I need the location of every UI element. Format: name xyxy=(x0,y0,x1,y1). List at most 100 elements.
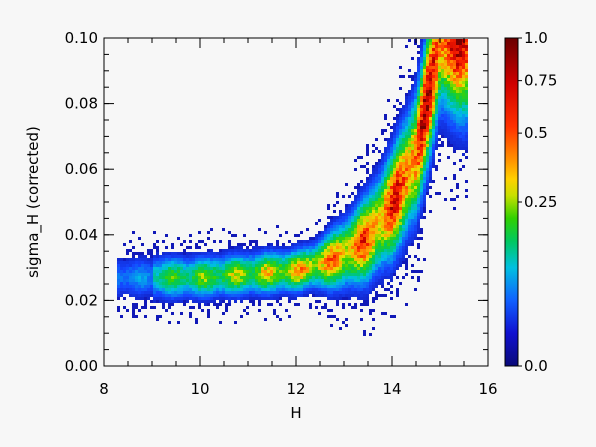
density-cell xyxy=(381,183,384,186)
density-cell xyxy=(435,51,438,54)
density-cell xyxy=(165,264,168,267)
density-cell xyxy=(396,294,399,297)
density-cell xyxy=(222,267,225,270)
density-cell xyxy=(336,225,339,228)
density-cell xyxy=(240,300,243,303)
density-cell xyxy=(363,249,366,252)
density-cell xyxy=(441,66,444,69)
density-cell xyxy=(345,222,348,225)
density-cell xyxy=(378,228,381,231)
density-cell xyxy=(384,240,387,243)
density-cell xyxy=(255,297,258,300)
density-cell xyxy=(342,195,345,198)
density-cell xyxy=(309,243,312,246)
density-cell xyxy=(207,270,210,273)
density-cell xyxy=(237,243,240,246)
density-cell xyxy=(417,231,420,234)
density-cell xyxy=(384,183,387,186)
density-cell xyxy=(321,246,324,249)
density-cell xyxy=(402,177,405,180)
density-cell xyxy=(384,186,387,189)
density-cell xyxy=(264,252,267,255)
density-cell xyxy=(210,291,213,294)
density-cell xyxy=(243,234,246,237)
density-cell xyxy=(288,246,291,249)
density-cell xyxy=(414,198,417,201)
density-cell xyxy=(342,297,345,300)
density-cell xyxy=(204,294,207,297)
density-cell xyxy=(240,279,243,282)
density-cell xyxy=(363,258,366,261)
density-cell xyxy=(177,237,180,240)
density-cell xyxy=(192,294,195,297)
density-cell xyxy=(408,204,411,207)
density-cell xyxy=(465,75,468,78)
density-cell xyxy=(435,192,438,195)
density-cell xyxy=(423,51,426,54)
density-cell xyxy=(399,246,402,249)
density-cell xyxy=(303,249,306,252)
density-cell xyxy=(405,123,408,126)
density-cell xyxy=(387,156,390,159)
density-cell xyxy=(207,237,210,240)
density-cell xyxy=(417,138,420,141)
density-cell xyxy=(396,261,399,264)
density-cell xyxy=(393,267,396,270)
density-cell xyxy=(264,288,267,291)
density-cell xyxy=(456,51,459,54)
density-cell xyxy=(378,276,381,279)
density-cell xyxy=(372,219,375,222)
density-cell xyxy=(213,300,216,303)
density-cell xyxy=(243,264,246,267)
density-cell xyxy=(387,180,390,183)
density-cell xyxy=(336,237,339,240)
density-cell xyxy=(270,276,273,279)
density-cell xyxy=(375,192,378,195)
density-cell xyxy=(447,39,450,42)
density-cell xyxy=(267,246,270,249)
density-cell xyxy=(363,291,366,294)
density-cell xyxy=(351,294,354,297)
density-cell xyxy=(273,291,276,294)
density-cell xyxy=(231,270,234,273)
density-cell xyxy=(150,276,153,279)
density-cell xyxy=(333,285,336,288)
density-cell xyxy=(408,114,411,117)
density-cell xyxy=(330,291,333,294)
density-cell xyxy=(354,186,357,189)
density-cell xyxy=(399,198,402,201)
density-cell xyxy=(240,276,243,279)
density-cell xyxy=(402,183,405,186)
density-cell xyxy=(195,282,198,285)
density-cell xyxy=(453,177,456,180)
density-cell xyxy=(429,60,432,63)
density-cell xyxy=(156,285,159,288)
density-cell xyxy=(363,192,366,195)
density-cell xyxy=(375,207,378,210)
density-cell xyxy=(369,198,372,201)
density-cell xyxy=(375,201,378,204)
density-cell xyxy=(141,276,144,279)
density-cell xyxy=(462,78,465,81)
density-cell xyxy=(375,195,378,198)
density-cell xyxy=(330,288,333,291)
density-cell xyxy=(450,135,453,138)
density-cell xyxy=(375,237,378,240)
density-cell xyxy=(183,261,186,264)
density-cell xyxy=(270,273,273,276)
density-cell xyxy=(222,279,225,282)
density-cell xyxy=(414,120,417,123)
density-cell xyxy=(360,237,363,240)
density-cell xyxy=(393,183,396,186)
density-cell xyxy=(312,240,315,243)
density-cell xyxy=(162,276,165,279)
density-cell xyxy=(324,264,327,267)
density-cell xyxy=(390,249,393,252)
density-cell xyxy=(417,198,420,201)
density-cell xyxy=(411,195,414,198)
density-cell xyxy=(285,249,288,252)
density-cell xyxy=(258,291,261,294)
density-cell xyxy=(417,111,420,114)
density-cell xyxy=(132,276,135,279)
density-cell xyxy=(417,156,420,159)
